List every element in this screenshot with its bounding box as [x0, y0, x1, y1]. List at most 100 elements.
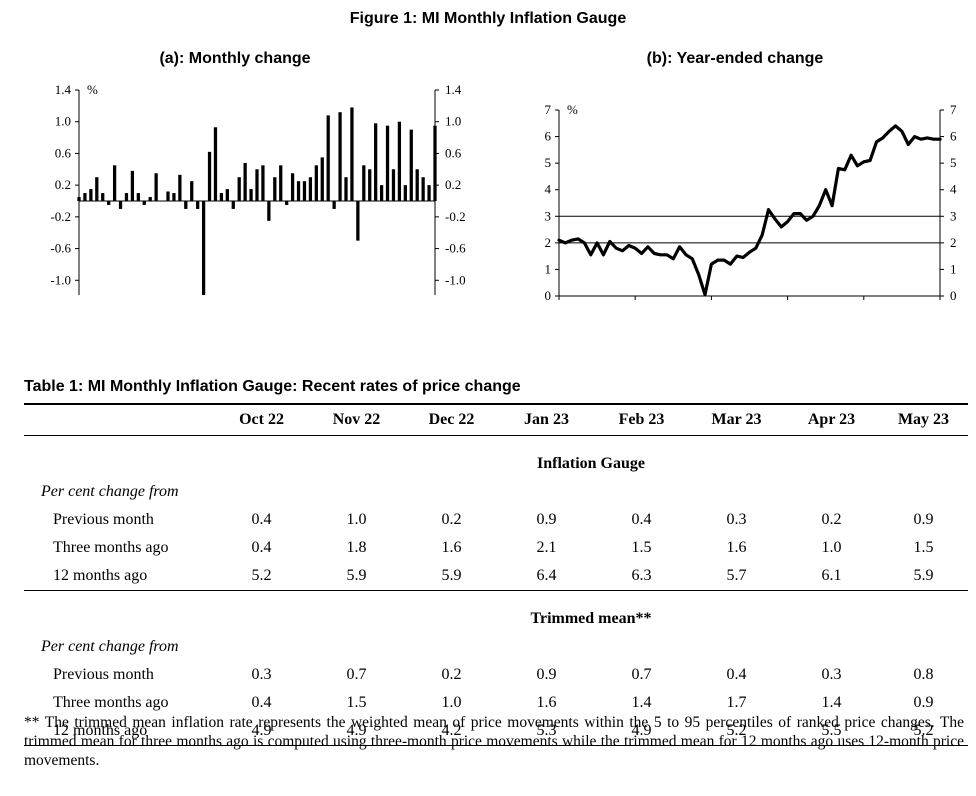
y-tick-label-right: 6: [950, 129, 957, 144]
cell: 1.8: [346, 539, 367, 556]
cell: 1.0: [821, 539, 842, 556]
y-tick-label-left: 1: [545, 261, 552, 276]
y-tick-label-left: 0.6: [55, 145, 72, 160]
bar: [178, 174, 182, 201]
y-tick-label-right: 5: [950, 155, 957, 170]
x-tick-label: May-23: [919, 302, 960, 305]
chart-a-monthly-change: 1.4 1.4 1.0 1.0 0.6 0.6 0.2 0.2 -0.2 -0.2 -0.6 -0.6…: [50, 82, 466, 295]
bar: [403, 185, 407, 201]
footnote: ** The trimmed mean inflation rate repre…: [24, 714, 964, 769]
inflation-table: Oct 22 Nov 22 Dec 22 Jan 23 Feb 23 Mar 2…: [24, 403, 968, 746]
section-title: Trimmed mean**: [530, 610, 652, 627]
bar: [107, 201, 111, 205]
bar: [148, 197, 152, 201]
y-tick-label-left: 7: [545, 102, 552, 117]
cell: 5.9: [309, 562, 404, 591]
bar: [219, 193, 224, 201]
bar: [101, 193, 105, 201]
cell: 5.5: [784, 717, 879, 746]
bar: [397, 121, 402, 201]
cell: 0.4: [726, 666, 747, 683]
y-tick-label-left: -0.6: [50, 241, 71, 256]
bar: [362, 165, 366, 201]
cell: 1.5: [913, 539, 934, 556]
cell: 1.6: [726, 539, 747, 556]
table-row: Three months ago 0.4 1.5 1.0 1.6 1.4 1.7…: [24, 689, 968, 717]
bar: [290, 173, 295, 201]
cell: 0.2: [821, 511, 842, 528]
bar: [213, 127, 218, 201]
bar: [124, 193, 129, 201]
table-row: 12 months ago 5.2 5.9 5.9 6.4 6.3 5.7 6.…: [24, 562, 968, 591]
cell: 0.2: [441, 666, 462, 683]
cell: 5.2: [879, 717, 968, 746]
section-title-row: Trimmed mean**: [24, 605, 968, 633]
cell: 5.7: [689, 562, 784, 591]
y-tick-label-right: 1.0: [445, 114, 461, 129]
y-tick-label-right: 0.6: [445, 145, 462, 160]
cell: 0.8: [913, 666, 934, 683]
bar: [118, 201, 123, 209]
bar: [326, 115, 330, 201]
x-tick-label: May-19: [615, 302, 656, 305]
bar: [142, 201, 146, 205]
y-tick-label-right: 1: [950, 261, 957, 276]
y-tick-label-right: -1.0: [445, 272, 466, 287]
cell: 5.2: [214, 562, 309, 591]
col-header: Oct 22: [214, 403, 309, 436]
row-label: 12 months ago: [24, 717, 214, 746]
series-line: [557, 124, 942, 297]
section-sublabel: Per cent change from: [41, 638, 179, 655]
section-sublabel-row: Per cent change from: [24, 478, 968, 506]
cell: 0.7: [631, 666, 652, 683]
cell: 6.3: [594, 562, 689, 591]
cell: 1.7: [726, 694, 747, 711]
cell: 2.1: [536, 539, 557, 556]
bar: [83, 193, 87, 201]
bar: [184, 201, 188, 209]
col-header: Nov 22: [309, 403, 404, 436]
cell: 1.4: [631, 694, 652, 711]
bar: [279, 165, 283, 201]
bar: [338, 112, 342, 201]
cell: 5.9: [879, 562, 968, 591]
table-row: Three months ago 0.4 1.8 1.6 2.1 1.5 1.6…: [24, 534, 968, 562]
col-header: Jan 23: [499, 403, 594, 436]
row-label: Three months ago: [53, 694, 169, 711]
x-tick-label: May-20: [691, 302, 732, 305]
figure-title: Figure 1: MI Monthly Inflation Gauge: [349, 10, 627, 27]
y-tick-label-right: 1.4: [445, 82, 462, 97]
table-row: Previous month 0.3 0.7 0.2 0.9 0.7 0.4 0…: [24, 661, 968, 689]
x-tick-label: May-22: [843, 302, 884, 305]
bar: [136, 193, 140, 201]
row-label: Previous month: [53, 666, 154, 683]
y-tick-label-left: 4: [545, 182, 552, 197]
bar: [285, 201, 289, 205]
y-tick-label-right: 2: [950, 235, 957, 250]
bar: [190, 181, 194, 201]
cell: 0.9: [536, 666, 557, 683]
bar: [166, 191, 170, 201]
chart-b-year-ended-change: 7 7 6 6 5 5 4 4 3 3 2 2 1 1 0 0% May-18 May-19 May-20 May-2…: [538, 102, 960, 305]
cell: 0.3: [821, 666, 842, 683]
col-header: Mar 23: [689, 403, 784, 436]
bar: [308, 177, 313, 201]
cell: 0.4: [251, 511, 272, 528]
x-tick-label: May-21: [767, 302, 808, 305]
cell: 0.9: [536, 511, 557, 528]
bar: [112, 165, 117, 201]
cell: 0.2: [441, 511, 462, 528]
bar: [273, 177, 277, 201]
y-tick-label-right: -0.2: [445, 209, 466, 224]
cell: 5.3: [499, 717, 594, 746]
y-tick-label-right: 3: [950, 208, 957, 223]
cell: 1.5: [631, 539, 652, 556]
cell: 0.3: [251, 666, 272, 683]
y-unit-label: %: [87, 82, 98, 97]
bar: [356, 201, 360, 241]
row-label: Three months ago: [53, 539, 169, 556]
bar: [344, 177, 348, 201]
cell: 1.6: [441, 539, 462, 556]
bar: [379, 185, 384, 201]
y-tick-label-right: -0.6: [445, 241, 466, 256]
